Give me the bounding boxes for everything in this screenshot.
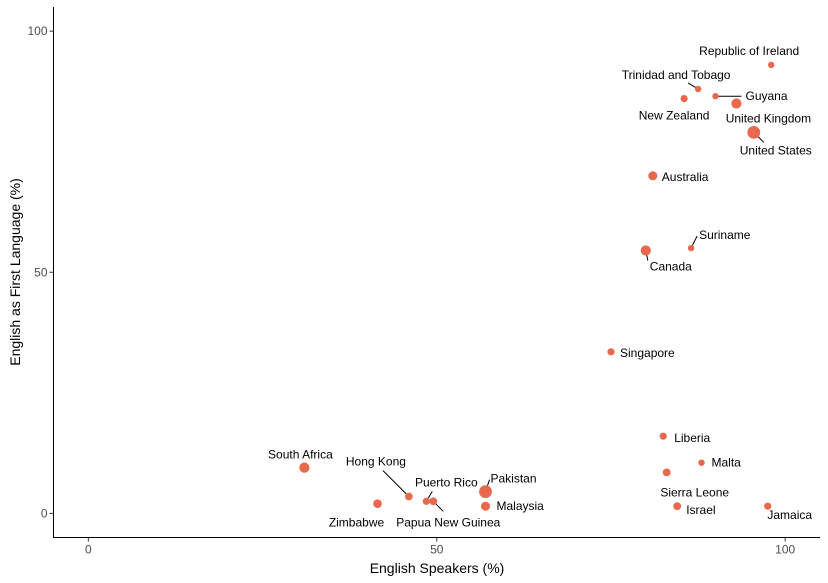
- label-papua-new-guinea: Papua New Guinea: [396, 515, 500, 529]
- point-malaysia: [481, 501, 490, 511]
- point-hong-kong: [405, 492, 413, 501]
- x-tick-label: 100: [775, 543, 795, 557]
- x-tick-label: 50: [430, 543, 444, 557]
- point-sierra-leone: [662, 468, 671, 477]
- label-puerto-rico: Puerto Rico: [415, 475, 478, 489]
- label-liberia: Liberia: [674, 431, 710, 445]
- label-sierra-leone: Sierra Leone: [660, 485, 729, 499]
- label-suriname: Suriname: [699, 228, 751, 242]
- label-guyana: Guyana: [746, 89, 788, 103]
- data-points: [299, 61, 775, 511]
- y-axis-title: English as First Language (%): [7, 178, 23, 366]
- y-tick-label: 50: [34, 265, 48, 279]
- point-canada: [640, 245, 651, 256]
- point-trinidad-and-tobago: [694, 85, 702, 93]
- point-united-kingdom: [731, 98, 742, 109]
- x-axis-title: English Speakers (%): [370, 560, 505, 576]
- plot-area: [53, 7, 820, 538]
- point-jamaica: [764, 502, 772, 510]
- point-pakistan: [479, 485, 492, 499]
- point-guyana: [712, 93, 719, 100]
- label-trinidad-and-tobago: Trinidad and Tobago: [622, 68, 731, 82]
- point-malta: [698, 459, 705, 466]
- point-singapore: [607, 348, 615, 356]
- label-israel: Israel: [686, 503, 715, 517]
- point-israel: [673, 502, 682, 511]
- point-papua-new-guinea: [429, 497, 438, 506]
- point-new-zealand: [680, 95, 688, 103]
- point-zimbabwe: [373, 499, 382, 509]
- point-republic-of-ireland: [768, 61, 775, 69]
- point-liberia: [659, 432, 667, 440]
- point-puerto-rico: [422, 497, 430, 505]
- y-tick-label: 100: [27, 24, 47, 38]
- point-south-africa: [299, 462, 310, 473]
- label-united-states: United States: [740, 143, 812, 157]
- point-labels: Republic of Ireland Trinidad and Tobago Gu…: [268, 44, 812, 530]
- label-malaysia: Malaysia: [497, 499, 545, 513]
- label-republic-of-ireland: Republic of Ireland: [699, 44, 799, 58]
- label-zimbabwe: Zimbabwe: [329, 516, 385, 530]
- label-pakistan: Pakistan: [490, 472, 536, 486]
- point-suriname: [687, 244, 695, 252]
- label-hong-kong: Hong Kong: [346, 455, 406, 469]
- label-new-zealand: New Zealand: [639, 109, 710, 123]
- label-leader-lines: [382, 82, 765, 512]
- axis-ticks: 0 50 100 0 50 100: [27, 24, 795, 556]
- label-singapore: Singapore: [620, 346, 675, 360]
- label-jamaica: Jamaica: [767, 508, 812, 522]
- label-malta: Malta: [712, 456, 742, 470]
- label-united-kingdom: United Kingdom: [726, 112, 811, 126]
- point-united-states: [747, 125, 761, 139]
- x-tick-label: 0: [85, 543, 92, 557]
- label-south-africa: South Africa: [268, 448, 333, 462]
- y-tick-label: 0: [41, 506, 48, 520]
- label-australia: Australia: [662, 170, 709, 184]
- point-australia: [648, 171, 658, 181]
- label-canada: Canada: [650, 260, 692, 274]
- leader-hong-kong: [382, 470, 410, 497]
